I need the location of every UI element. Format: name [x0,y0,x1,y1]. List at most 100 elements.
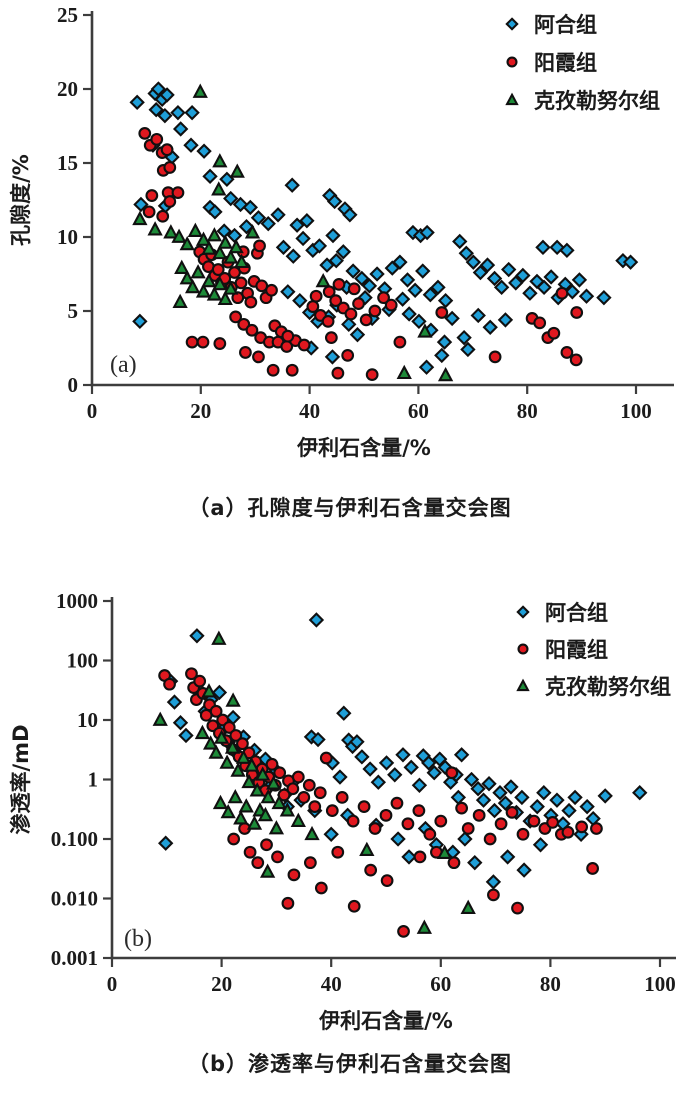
data-point-diamond [148,102,164,118]
data-point-triangle [436,844,453,859]
data-point-diamond [559,242,575,259]
data-point-circle [287,868,301,882]
data-point-circle [423,827,437,841]
data-point-diamond [421,755,437,771]
data-point-diamond [260,215,276,232]
y-tick-label: 15 [57,151,78,175]
data-point-diamond [411,313,427,330]
data-point-circle [160,143,174,157]
data-point-triangle [437,366,454,382]
data-point-triangle [223,280,239,295]
data-point-circle [281,329,295,343]
data-point-diamond [295,230,311,247]
data-point-circle [547,326,561,340]
data-point-diamond [463,771,480,788]
data-point-triangle [259,863,276,878]
data-point-diamond [387,767,403,783]
data-point-diamond [311,238,328,254]
data-point-diamond [516,862,532,878]
data-point-diamond [323,826,339,842]
data-point-triangle [244,224,261,239]
data-point-diamond [324,349,341,365]
data-point-diamond [430,279,446,296]
data-point-circle [586,862,599,875]
data-point-circle [266,363,280,377]
data-point-circle [271,850,284,864]
data-point-diamond [289,217,305,233]
data-point-triangle [219,754,235,769]
data-point-circle [285,363,299,377]
data-point-circle [324,331,338,345]
data-point-triangle [304,825,320,841]
y-tick-label: 1000 [56,589,98,613]
data-point-triangle [244,757,260,772]
data-point-triangle [268,820,285,835]
data-point-diamond [549,792,565,808]
data-point-diamond [485,874,502,890]
data-point-triangle [233,810,249,825]
data-point-circle [379,808,393,822]
data-point-circle [561,825,575,839]
data-point-triangle [202,735,219,750]
data-point-circle [245,323,259,337]
axes: 0 5 10 15 20 25 0 20 40 60 80 100 [57,3,674,423]
data-point-diamond [444,310,460,327]
data-point-circle [234,276,248,290]
data-point-circle [138,127,152,140]
data-point-circle [142,205,156,219]
data-point-triangle [211,630,227,645]
data-point-circle [297,338,311,352]
x-tick-label: 20 [190,399,211,423]
data-point-triangle [246,815,263,830]
data-point-circle [286,782,300,796]
data-point-triangle [206,286,223,301]
data-point-diamond [178,727,194,744]
data-point-triangle [212,153,228,168]
data-point-circle [590,822,603,835]
data-point-triangle [201,240,217,255]
data-point-circle [390,796,404,810]
data-point-diamond [369,266,385,282]
data-point-circle [455,801,469,815]
data-point-circle [322,285,336,299]
legend-label: 阿合组 [534,13,597,37]
data-point-triangle [212,275,228,291]
data-point-diamond [403,759,419,776]
data-point-circle [237,317,251,331]
data-point-circle [260,838,273,852]
data-point-diamond [561,802,577,819]
data-point-circle [303,856,317,870]
data-point-triangle [228,238,244,254]
data-point-diamond [437,292,454,309]
data-point-circle [163,677,176,691]
data-point-triangle [227,788,243,804]
data-point-circle [506,56,518,68]
data-point-circle [359,313,373,327]
data-point-diamond [458,245,474,261]
y-tick-label: 0 [68,373,79,397]
data-point-diamond [411,777,428,793]
data-point-diamond [370,774,387,790]
data-point-diamond [349,734,365,750]
data-point-diamond [326,193,343,210]
data-point-diamond [184,104,200,121]
data-point-triangle [211,181,227,196]
data-point-diamond [335,244,352,260]
data-point-diamond [189,628,205,644]
data-point-diamond [211,684,228,701]
data-point-diamond [202,168,218,185]
data-point-circle [193,674,207,688]
data-point-triangle [172,293,188,309]
data-point-circle [236,737,249,751]
data-point-circle [380,874,394,887]
caption-chart-b: （b）渗透率与伊利石含量交会图 [187,1052,513,1076]
data-point-diamond [460,341,476,358]
data-point-circle [483,832,497,846]
data-point-diamond [596,289,612,306]
data-point-triangle [184,278,201,294]
data-point-circle [319,751,333,765]
data-point-circle [297,791,311,804]
data-point-triangle [266,775,282,790]
data-point-triangle [359,841,375,857]
data-point-diamond [503,779,519,795]
